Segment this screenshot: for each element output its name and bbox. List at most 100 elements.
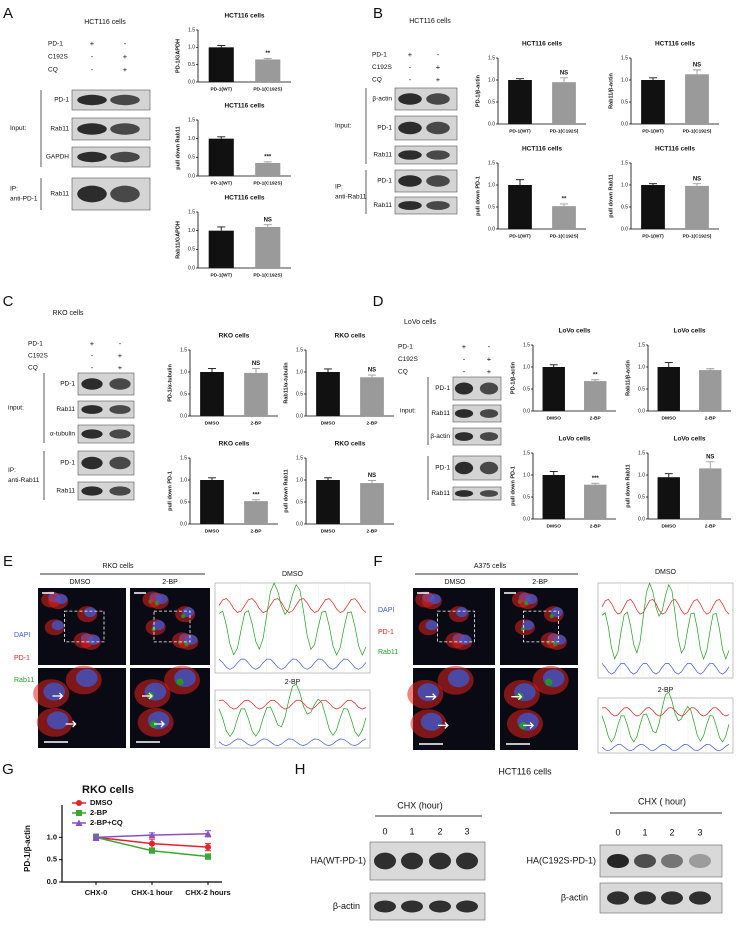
blot-row-label: HA(WT-PD-1) [311, 855, 367, 865]
profile-title: DMSO [655, 569, 677, 576]
nucleus [447, 669, 470, 688]
x-tick-label: PD-1(C192S) [253, 272, 282, 278]
significance-label: ** [265, 51, 270, 57]
x-tick-label: DMSO [662, 415, 677, 421]
panel-letter: F [373, 553, 382, 570]
y-tick-label: 0.0 [296, 521, 303, 527]
blot-band [77, 185, 107, 203]
bar [200, 480, 224, 524]
blot-band [689, 891, 711, 905]
x-tick-label: PD-1(C192S) [683, 233, 712, 239]
y-axis-label: Rab11/β-actin [608, 72, 614, 108]
blot-row-label: PD-1 [377, 125, 392, 132]
blot-row-label: PD-1 [435, 465, 450, 472]
condition-label: C192S [28, 353, 49, 360]
x-tick-label: CHX-0 [85, 888, 108, 897]
condition-mark: - [463, 367, 466, 376]
x-tick-label: 2-BP [251, 420, 263, 426]
bar [542, 475, 565, 519]
condition-label: PD-1 [28, 341, 43, 348]
channel-label: DAPI [14, 632, 30, 639]
lane-label: 2 [669, 827, 674, 837]
blot-row-label: PD-1 [60, 381, 75, 388]
chart-title: RKO cells [219, 333, 250, 340]
nucleus [553, 634, 566, 645]
blot-band [109, 456, 131, 470]
micrograph [500, 588, 578, 665]
chart-title: RKO cells [82, 784, 134, 796]
y-tick-label: 1.5 [523, 450, 530, 456]
nucleus [185, 634, 198, 645]
bar [244, 372, 268, 416]
condition-mark: + [90, 39, 95, 48]
blot-row-label: Rab11 [56, 406, 75, 413]
blot-band [479, 461, 499, 475]
chart-title: LoVo cells [673, 436, 705, 443]
blot-band [479, 409, 499, 418]
y-tick-label: 0.0 [523, 408, 530, 414]
y-tick-label: 1.0 [638, 364, 645, 370]
blot-row-label: β-actin [372, 96, 392, 103]
intensity-profile [601, 582, 730, 661]
intensity-profile [601, 691, 730, 743]
condition-label: CQ [372, 77, 382, 84]
bar [685, 185, 709, 229]
y-axis-label: Rab11/β-actin [625, 359, 631, 395]
puncta [549, 614, 554, 619]
y-tick-label: 0.0 [180, 521, 187, 527]
bar [657, 477, 680, 519]
y-tick-label: 0.0 [621, 226, 628, 232]
blot-band [607, 853, 629, 869]
significance-label: *** [264, 154, 272, 160]
x-tick-label: PD-1(WT) [509, 233, 531, 239]
y-tick-label: 0.0 [47, 877, 57, 886]
y-tick-label: 0.5 [488, 99, 495, 105]
condition-mark: - [488, 342, 491, 351]
x-tick-label: DMSO [205, 528, 220, 534]
x-tick-label: 2-BP [590, 523, 602, 529]
error-bar [549, 364, 558, 367]
x-tick-label: 2-BP [367, 420, 379, 426]
nucleus [182, 607, 195, 618]
blot-band [374, 900, 396, 913]
y-axis-label: Rab11/α-tubulin [283, 362, 289, 404]
significance-label: *** [252, 492, 260, 498]
profile-title: 2-BP [285, 679, 301, 686]
y-tick-label: 1.0 [296, 477, 303, 483]
x-tick-label: 2-BP [367, 528, 379, 534]
imaging-title: RKO cells [102, 563, 134, 570]
x-tick-label: DMSO [662, 523, 677, 529]
error-bar [706, 368, 715, 371]
error-bar [649, 77, 657, 80]
marker [148, 831, 156, 839]
significance-label: NS [264, 217, 272, 223]
error-bar [649, 183, 657, 185]
condition-label: CQ [48, 67, 58, 74]
blot-band [374, 852, 396, 870]
condition-mark: + [123, 65, 128, 74]
y-tick-label: 0.0 [488, 226, 495, 232]
y-tick-label: 1.0 [188, 228, 195, 234]
chart-title: RKO cells [219, 441, 250, 448]
chart-title: RKO cells [335, 441, 366, 448]
x-tick-label: DMSO [547, 415, 562, 421]
blot-band [429, 852, 451, 870]
condition-label: C192S [48, 54, 69, 61]
intensity-profile [601, 707, 730, 717]
y-tick-label: 0.0 [296, 413, 303, 419]
intensity-profile [601, 743, 730, 752]
blot-band [110, 151, 140, 163]
y-axis-label: pull down Rab11 [283, 469, 289, 512]
panel-letter: H [295, 761, 306, 778]
bar [508, 80, 532, 124]
group-label: IP: [335, 184, 343, 191]
intensity-profile [218, 699, 367, 710]
condition-mark: - [91, 363, 94, 372]
group-label: anti-Rab11 [335, 194, 367, 201]
x-tick-label: PD-1(WT) [509, 128, 531, 134]
y-tick-label: 0.5 [621, 99, 628, 105]
blot-band [77, 151, 107, 163]
y-tick-label: 1.5 [523, 342, 530, 348]
x-tick-label: PD-1(C192S) [550, 128, 579, 134]
group-label: anti-PD-1 [10, 196, 38, 203]
